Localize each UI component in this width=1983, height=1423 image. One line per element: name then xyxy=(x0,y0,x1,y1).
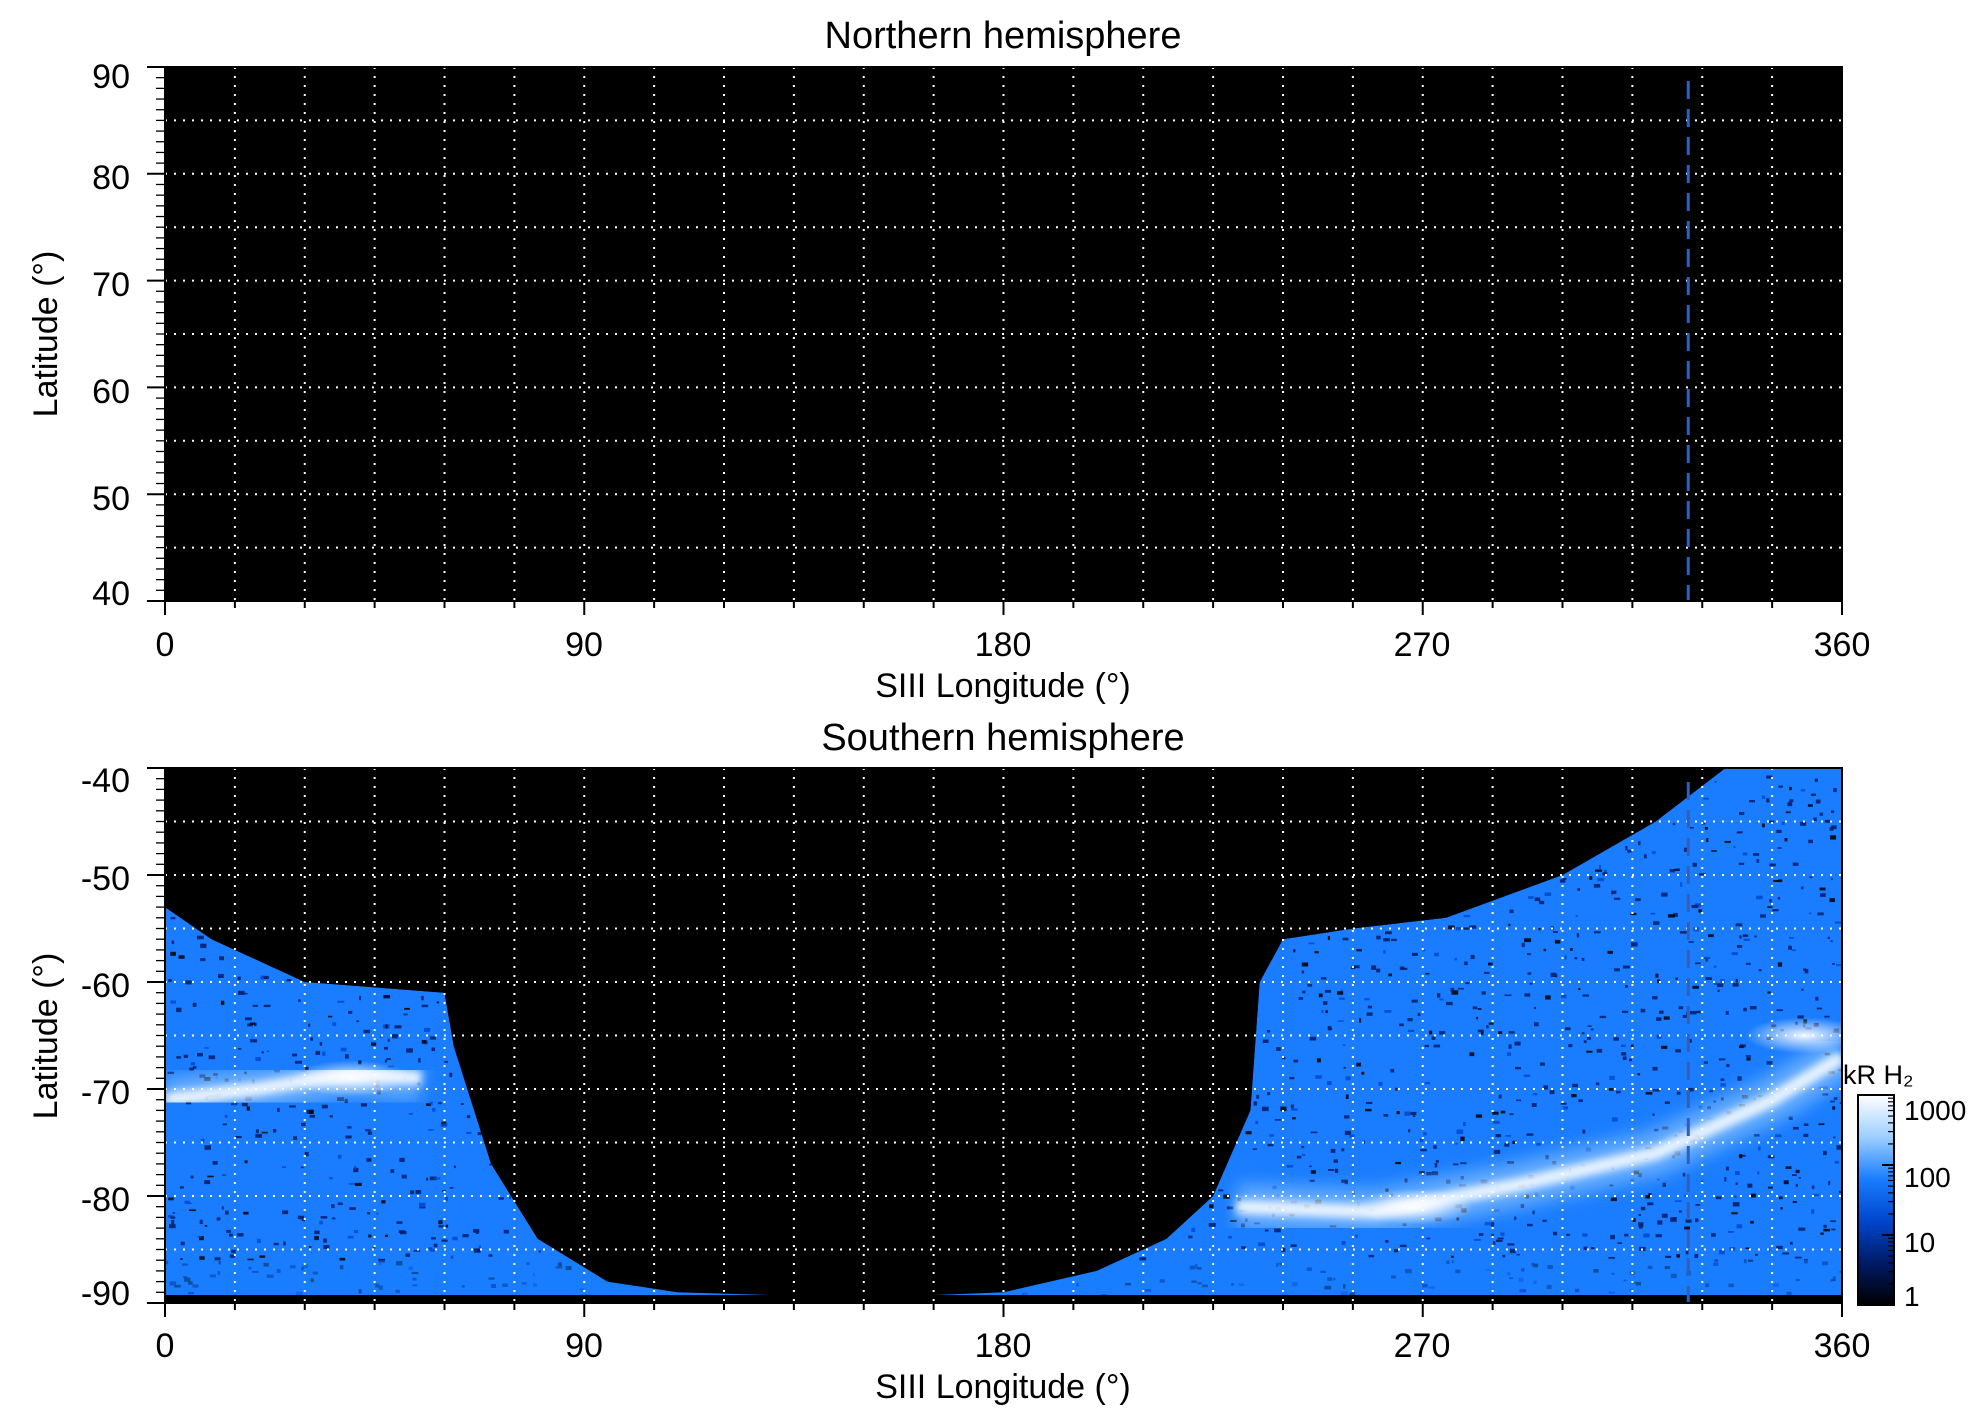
bright-spot xyxy=(1353,1188,1474,1225)
northern-ylabel: Latitude (°) xyxy=(27,251,65,418)
southern-ylabel: Latitude (°) xyxy=(27,953,65,1120)
colorbar-gradient xyxy=(1857,1094,1895,1306)
southern-grid xyxy=(165,768,1842,1303)
colorbar-tick-100: 100 xyxy=(1904,1162,1951,1193)
colorbar-label: kR H₂ xyxy=(1843,1060,1913,1090)
southern-xtick-360: 360 xyxy=(1814,1327,1871,1365)
northern-xtick-180: 180 xyxy=(975,626,1032,664)
southern-ytick-m90: -90 xyxy=(81,1275,130,1313)
northern-xtick-360: 360 xyxy=(1814,626,1871,664)
southern-xtick-180: 180 xyxy=(975,1327,1032,1365)
southern-ytick-m40: -40 xyxy=(81,762,130,800)
emission-region xyxy=(165,768,1842,1303)
northern-axis-ticks xyxy=(147,66,1843,615)
northern-grid xyxy=(165,67,1842,601)
northern-ytick-60: 60 xyxy=(92,373,130,411)
southern-xtick-0: 0 xyxy=(156,1327,175,1365)
colorbar: kR H₂ 1000 100 10 1 xyxy=(1843,1060,1966,1312)
colorbar-tick-1000: 1000 xyxy=(1904,1095,1966,1126)
southern-ytick-m60: -60 xyxy=(81,967,130,1005)
northern-ytick-70: 70 xyxy=(92,266,130,304)
northern-xlabel: SIII Longitude (°) xyxy=(875,667,1131,705)
northern-ytick-90: 90 xyxy=(92,58,130,96)
main-oval xyxy=(1236,1050,1842,1220)
bright-spot xyxy=(291,1060,412,1097)
northern-panel: Northern hemisphere 0 90 180 270 360 40 … xyxy=(27,15,1870,705)
southern-title: Southern hemisphere xyxy=(821,717,1184,759)
northern-xtick-90: 90 xyxy=(565,626,603,664)
southern-ytick-m50: -50 xyxy=(81,860,130,898)
southern-xlabel: SIII Longitude (°) xyxy=(875,1368,1131,1406)
northern-ytick-40: 40 xyxy=(92,575,130,613)
northern-xtick-270: 270 xyxy=(1394,626,1451,664)
bright-spot xyxy=(1744,1017,1842,1054)
colorbar-tick-10: 10 xyxy=(1904,1227,1935,1258)
colorbar-ticks xyxy=(1882,1094,1894,1306)
southern-ytick-m80: -80 xyxy=(81,1181,130,1219)
southern-xtick-90: 90 xyxy=(565,1327,603,1365)
southern-panel: Southern hemisphere 0 90 180 270 360 -40… xyxy=(27,717,1870,1406)
southern-axis-ticks xyxy=(147,767,1843,1317)
northern-xtick-0: 0 xyxy=(156,626,175,664)
southern-emission-map xyxy=(165,768,1842,1303)
northern-ytick-80: 80 xyxy=(92,159,130,197)
northern-title: Northern hemisphere xyxy=(825,15,1182,57)
southern-ytick-m70: -70 xyxy=(81,1074,130,1112)
northern-ytick-50: 50 xyxy=(92,480,130,518)
southern-xtick-270: 270 xyxy=(1394,1327,1451,1365)
colorbar-tick-1: 1 xyxy=(1904,1281,1920,1312)
